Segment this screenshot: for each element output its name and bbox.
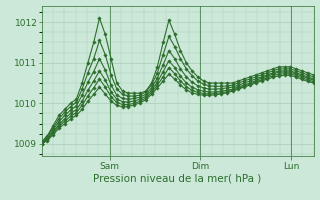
X-axis label: Pression niveau de la mer( hPa ): Pression niveau de la mer( hPa ) xyxy=(93,173,262,183)
